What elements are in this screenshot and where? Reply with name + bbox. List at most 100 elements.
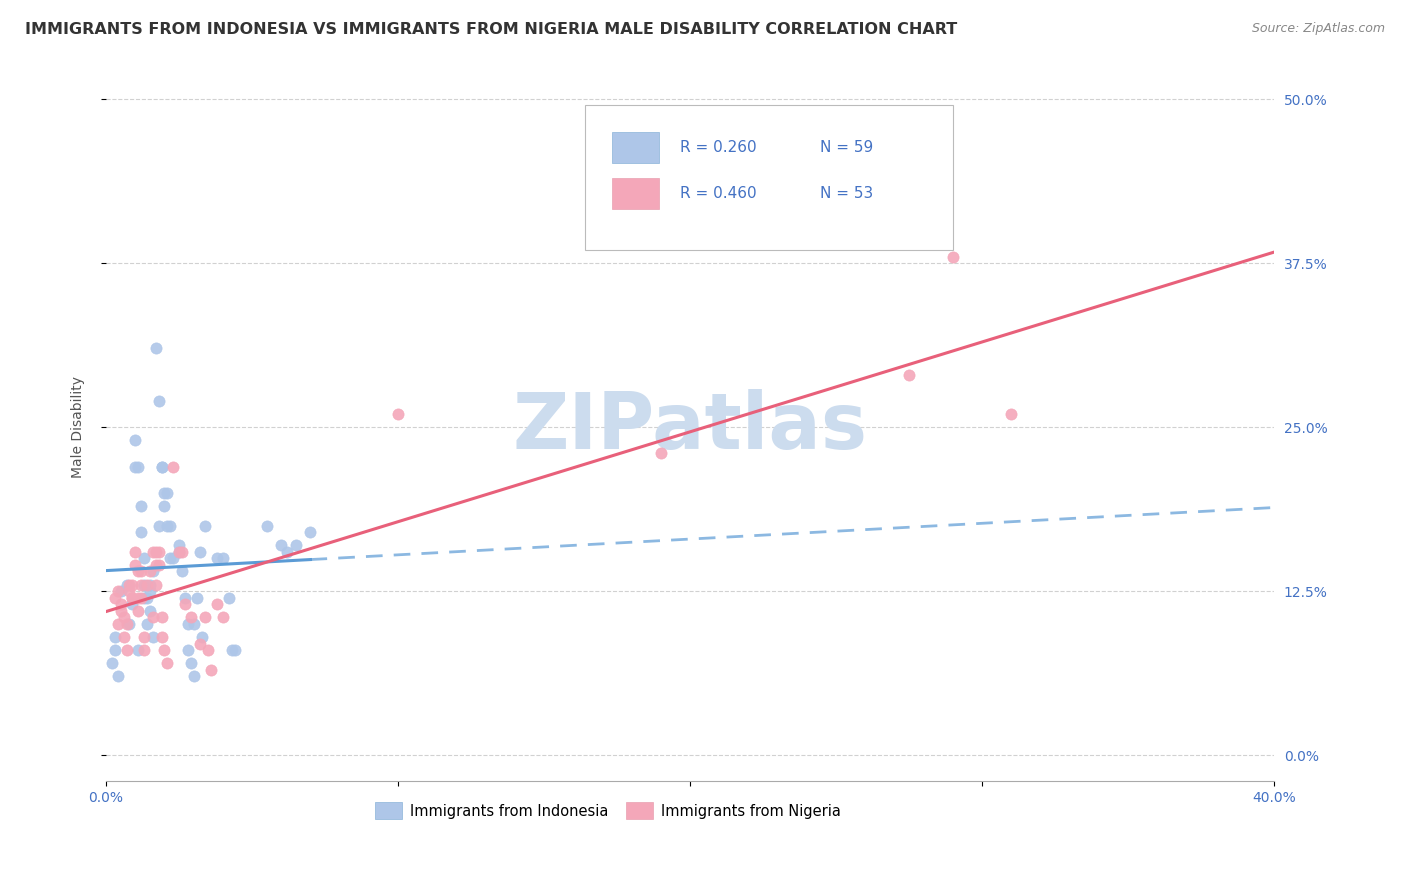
FancyBboxPatch shape <box>612 132 658 163</box>
Point <box>256 518 278 533</box>
Point <box>148 545 170 559</box>
Point <box>132 643 155 657</box>
Point <box>110 604 132 618</box>
Point <box>150 459 173 474</box>
Point <box>156 657 179 671</box>
Point <box>212 610 235 624</box>
Point <box>112 610 135 624</box>
Point <box>115 643 138 657</box>
Point <box>183 616 205 631</box>
Legend: Immigrants from Indonesia, Immigrants from Nigeria: Immigrants from Indonesia, Immigrants fr… <box>370 797 846 825</box>
FancyBboxPatch shape <box>612 178 658 209</box>
Point <box>194 518 217 533</box>
Point <box>118 577 141 591</box>
Point <box>136 616 159 631</box>
Point <box>127 591 149 605</box>
Point <box>170 565 193 579</box>
Point <box>121 591 143 605</box>
Point <box>170 545 193 559</box>
Point <box>174 591 197 605</box>
Text: R = 0.460: R = 0.460 <box>679 186 756 201</box>
Point <box>188 545 211 559</box>
Point <box>115 616 138 631</box>
Point <box>942 250 965 264</box>
Point <box>115 577 138 591</box>
Point <box>145 558 167 572</box>
Point <box>200 663 222 677</box>
Point <box>129 577 152 591</box>
Point <box>197 643 219 657</box>
Point <box>898 368 921 382</box>
Point <box>104 643 127 657</box>
Point <box>180 610 202 624</box>
Point <box>650 446 672 460</box>
Point <box>139 604 162 618</box>
Point <box>145 545 167 559</box>
Point <box>276 545 298 559</box>
Point <box>136 591 159 605</box>
Text: N = 59: N = 59 <box>820 140 873 155</box>
Point <box>150 459 173 474</box>
Point <box>124 545 146 559</box>
Point <box>156 518 179 533</box>
Point <box>142 545 165 559</box>
Point <box>127 643 149 657</box>
Point <box>188 637 211 651</box>
Point <box>167 538 190 552</box>
FancyBboxPatch shape <box>585 105 953 250</box>
Point <box>142 565 165 579</box>
Point <box>167 545 190 559</box>
Point <box>150 630 173 644</box>
Point <box>183 669 205 683</box>
Point <box>218 591 240 605</box>
Point <box>132 630 155 644</box>
Point <box>180 657 202 671</box>
Point <box>148 558 170 572</box>
Point <box>145 342 167 356</box>
Point <box>121 577 143 591</box>
Point <box>118 584 141 599</box>
Point <box>129 591 152 605</box>
Y-axis label: Male Disability: Male Disability <box>72 376 86 478</box>
Point <box>153 643 176 657</box>
Point <box>132 551 155 566</box>
Point <box>142 630 165 644</box>
Text: R = 0.260: R = 0.260 <box>679 140 756 155</box>
Point <box>118 616 141 631</box>
Point <box>156 485 179 500</box>
Point <box>107 669 129 683</box>
Point <box>212 551 235 566</box>
Point <box>194 610 217 624</box>
Point <box>167 545 190 559</box>
Point <box>110 584 132 599</box>
Point <box>136 577 159 591</box>
Point <box>221 643 243 657</box>
Point <box>150 610 173 624</box>
Point <box>129 525 152 540</box>
Point <box>110 597 132 611</box>
Text: ZIPatlas: ZIPatlas <box>513 389 868 465</box>
Point <box>205 597 228 611</box>
Point <box>224 643 246 657</box>
Point <box>177 643 200 657</box>
Point <box>142 610 165 624</box>
Point <box>121 597 143 611</box>
Point <box>129 565 152 579</box>
Point <box>162 551 184 566</box>
Point <box>186 591 208 605</box>
Point <box>112 630 135 644</box>
Point <box>148 393 170 408</box>
Point <box>387 407 409 421</box>
Point <box>148 518 170 533</box>
Point <box>153 485 176 500</box>
Point <box>139 577 162 591</box>
Point <box>132 591 155 605</box>
Point <box>121 591 143 605</box>
Point <box>159 551 181 566</box>
Text: IMMIGRANTS FROM INDONESIA VS IMMIGRANTS FROM NIGERIA MALE DISABILITY CORRELATION: IMMIGRANTS FROM INDONESIA VS IMMIGRANTS … <box>25 22 957 37</box>
Point <box>107 616 129 631</box>
Point <box>139 584 162 599</box>
Point <box>127 459 149 474</box>
Point <box>162 459 184 474</box>
Point <box>159 518 181 533</box>
